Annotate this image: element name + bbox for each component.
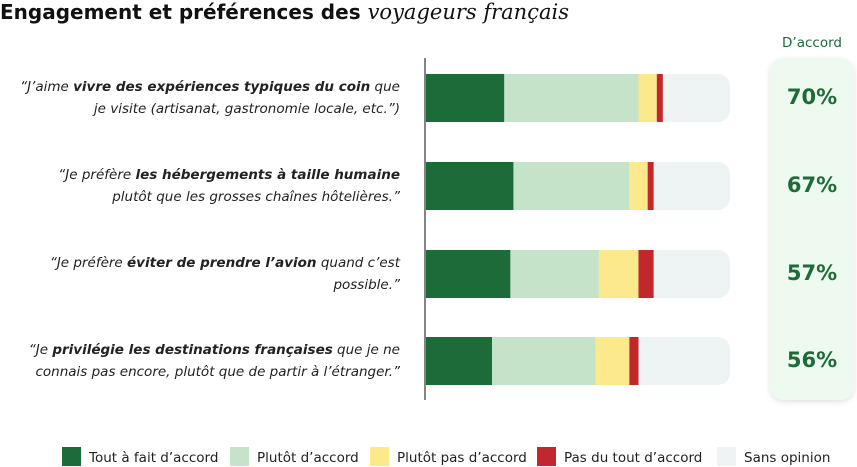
label-part: éviter de prendre l’avion — [127, 255, 317, 271]
legend-swatch — [537, 447, 556, 466]
label-part: “Je — [28, 342, 53, 358]
label-part: “Je préfère — [49, 255, 128, 271]
legend-label: Pas du tout d’accord — [564, 450, 702, 466]
legend-swatch — [230, 447, 249, 466]
legend-swatch — [717, 447, 736, 466]
chart-title: Engagement et préférences des voyageurs … — [0, 0, 569, 24]
bar-segment — [492, 337, 596, 385]
category-label: “Je préfère les hébergements à taille hu… — [20, 156, 400, 216]
title-text: Engagement et préférences des — [0, 0, 368, 24]
label-part: plutôt que les grosses chaînes hôtelière… — [112, 189, 400, 205]
bar-segment — [513, 162, 630, 210]
bar-segment — [426, 74, 505, 122]
category-label: “J’aime vivre des expériences typiques d… — [20, 68, 400, 128]
label-part: quand c’est possible.” — [316, 255, 400, 293]
bar-row — [426, 337, 730, 385]
bar-segment — [638, 74, 657, 122]
category-text: “Je préfère éviter de prendre l’avion qu… — [20, 252, 400, 296]
label-part: les hébergements à taille humaine — [135, 167, 400, 183]
bar-row — [426, 250, 730, 298]
legend-swatch — [62, 447, 81, 466]
category-text: “Je préfère les hébergements à taille hu… — [20, 164, 400, 208]
bar-segment — [426, 250, 511, 298]
agree-value: 56% — [787, 348, 837, 372]
bar-segment — [426, 337, 493, 385]
category-text: “Je privilégie les destinations français… — [20, 339, 400, 383]
legend-swatch — [370, 447, 389, 466]
bar-row — [426, 162, 730, 210]
bar-segment — [647, 162, 654, 210]
bar-segment — [629, 337, 639, 385]
bar-segment — [662, 74, 730, 122]
agree-value: 70% — [787, 85, 837, 109]
bar-segment — [598, 250, 639, 298]
agree-value: 57% — [787, 261, 837, 285]
label-part: “J’aime — [20, 79, 74, 95]
bar-segment — [656, 74, 663, 122]
bar-segment — [504, 74, 639, 122]
bar-segment — [653, 250, 730, 298]
legend-label: Plutôt d’accord — [257, 450, 359, 466]
agree-value: 67% — [787, 173, 837, 197]
bar-segment — [595, 337, 630, 385]
label-part: que je ne connais pas encore, plutôt que… — [35, 342, 400, 380]
label-part: vivre des expériences typiques du coin — [73, 79, 371, 95]
bar-segment — [638, 250, 654, 298]
agree-title: D’accord — [782, 35, 842, 51]
category-text: “J’aime vivre des expériences typiques d… — [20, 76, 400, 120]
bar-segment — [426, 162, 514, 210]
bar-segment — [629, 162, 648, 210]
bar-segment — [510, 250, 599, 298]
label-part: que je visite (artisanat, gastronomie lo… — [93, 79, 400, 117]
bar-segment — [638, 337, 730, 385]
label-part: privilégie les destinations françaises — [52, 342, 333, 358]
legend-label: Tout à fait d’accord — [88, 450, 218, 466]
bar-segment — [653, 162, 730, 210]
bar-row — [426, 74, 730, 122]
legend-label: Plutôt pas d’accord — [397, 450, 527, 466]
category-label: “Je privilégie les destinations français… — [20, 331, 400, 391]
category-label: “Je préfère éviter de prendre l’avion qu… — [20, 244, 400, 304]
title-emphasis: voyageurs français — [367, 0, 569, 24]
agree-panel — [770, 58, 854, 400]
legend-label: Sans opinion — [744, 450, 830, 466]
label-part: “Je préfère — [58, 167, 136, 183]
